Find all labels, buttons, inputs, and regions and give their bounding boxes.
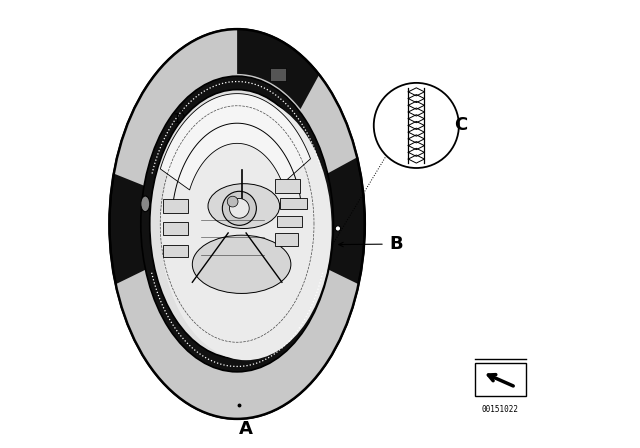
Bar [275,233,298,246]
Circle shape [222,191,257,225]
Circle shape [230,198,249,218]
Ellipse shape [150,90,324,358]
Bar [163,245,188,257]
Circle shape [227,196,238,207]
Circle shape [374,83,459,168]
Bar [275,179,300,193]
Bar [270,68,286,81]
Text: B: B [389,235,403,253]
Bar [163,199,188,213]
Bar [163,222,188,235]
Ellipse shape [141,196,150,211]
Circle shape [335,226,340,231]
Text: A: A [239,420,253,438]
Text: 1: 1 [172,112,181,126]
Polygon shape [237,29,319,109]
Text: 00151022: 00151022 [482,405,519,414]
Bar [474,363,526,396]
Ellipse shape [208,184,280,228]
Bar [277,216,302,228]
Text: C: C [454,116,468,134]
Polygon shape [114,29,357,186]
Ellipse shape [192,235,291,293]
Ellipse shape [161,97,332,360]
Bar [280,198,307,209]
Ellipse shape [109,29,365,419]
Polygon shape [116,270,358,419]
Polygon shape [161,94,310,190]
